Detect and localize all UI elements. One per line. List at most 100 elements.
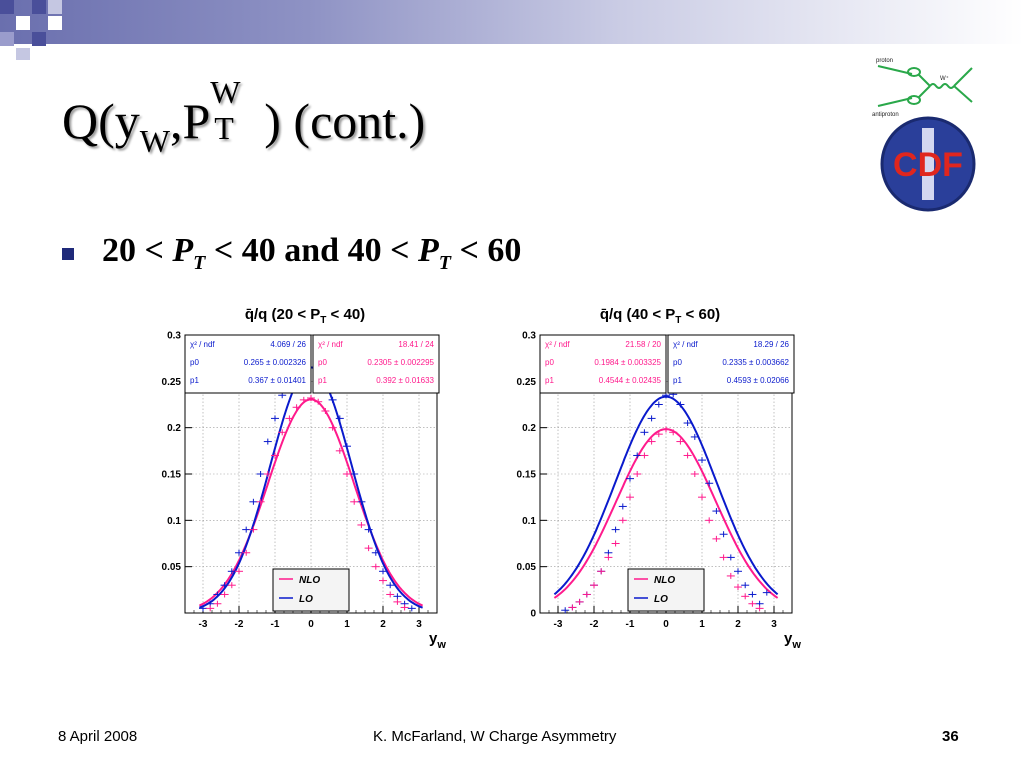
x-tick-label: -2 [235, 619, 244, 630]
x-tick-label: 3 [416, 619, 422, 630]
chart-right: q̄/q (40 < PT < 60) -3 -2 -1 0 1 2 3 0 0.05 0.1 0.1… [517, 306, 802, 651]
stats-p1-value: 0.367 ± 0.01401 [248, 376, 306, 385]
chart-title: q̄/q (20 < PT < 40) [245, 306, 365, 326]
stats-box-nlo [312, 334, 440, 394]
feynman-line [877, 65, 913, 75]
title-text: Q(y [62, 93, 140, 149]
footer-author: K. McFarland, W Charge Asymmetry [373, 728, 617, 745]
title-bar-gradient [0, 0, 1024, 44]
y-tick-label: 0.15 [517, 470, 537, 481]
stats-chi2-value: 21.58 / 20 [625, 340, 661, 349]
stats-chi2-value: 4.069 / 26 [270, 340, 306, 349]
stats-p1-label: p1 [673, 376, 682, 385]
legend-label-nlo: NLO [299, 575, 320, 586]
x-tick-label: 1 [699, 619, 705, 630]
page-number: 36 [942, 728, 959, 745]
cdf-text: CDF [893, 146, 963, 184]
x-tick-label: 0 [308, 619, 314, 630]
stats-p1-value: 0.392 ± 0.01633 [376, 376, 434, 385]
cdf-logo: proton antiproton W⁺ CDF [872, 54, 980, 212]
x-tick-label: 3 [771, 619, 777, 630]
x-tick-label: 0 [663, 619, 669, 630]
bullet-part: 20 < [102, 232, 173, 269]
stats-p1-label: p1 [318, 376, 327, 385]
legend-label-lo: LO [654, 594, 668, 605]
y-tick-label: 0.2 [522, 423, 536, 434]
x-tick-label: -1 [626, 619, 635, 630]
title-sep: ,P [169, 93, 211, 149]
stats-p0-label: p0 [545, 358, 554, 367]
corner-square-6 [0, 32, 14, 46]
feynman-line [953, 85, 973, 103]
chart-left: q̄/q (20 < PT < 40) -3 -2 -1 0 1 2 3 0.05 0.1 0.15… [162, 306, 447, 651]
corner-square-2 [32, 0, 46, 14]
corner-square-7 [16, 48, 30, 60]
x-tick-label: 2 [735, 619, 741, 630]
stats-chi2-value: 18.41 / 24 [398, 340, 434, 349]
feynman-diagram-bg [872, 54, 980, 120]
corner-square-1 [0, 0, 14, 14]
stats-chi2-label: χ² / ndf [190, 340, 215, 349]
x-tick-label: 1 [344, 619, 350, 630]
stats-box-lo [184, 334, 312, 394]
feynman-line [917, 73, 931, 87]
y-tick-label: 0.3 [167, 331, 181, 342]
bullet-square-icon [62, 248, 74, 260]
y-tick-label: 0.1 [522, 516, 536, 527]
stats-p0-label: p0 [318, 358, 327, 367]
title-sub-t: T [214, 110, 234, 146]
bullet-pt-sub: T [193, 251, 206, 274]
x-tick-label: -1 [271, 619, 280, 630]
x-tick-label: -2 [590, 619, 599, 630]
corner-square-4 [48, 16, 62, 30]
title-sup-w: W [210, 74, 241, 110]
y-tick-label: 0 [530, 609, 536, 620]
bullet-pt-sub: T [438, 251, 451, 274]
bullet-pt: PT [417, 232, 451, 274]
x-axis-label: yw [784, 630, 801, 651]
stats-p0-value: 0.265 ± 0.002326 [244, 358, 307, 367]
y-tick-label: 0.25 [517, 377, 537, 388]
stats-chi2-label: χ² / ndf [318, 340, 343, 349]
stats-p0-value: 0.2305 ± 0.002295 [367, 358, 434, 367]
bullet-part: < 60 [450, 232, 522, 269]
stats-p0-value: 0.2335 ± 0.003662 [722, 358, 789, 367]
legend-label-nlo: NLO [654, 575, 675, 586]
feynman-line [917, 85, 931, 99]
stats-chi2-label: χ² / ndf [545, 340, 570, 349]
stats-chi2-value: 18.29 / 26 [753, 340, 789, 349]
chart-title: q̄/q (40 < PT < 60) [600, 306, 720, 326]
x-tick-label: 2 [380, 619, 386, 630]
corner-square-3 [16, 16, 30, 30]
y-tick-label: 0.05 [517, 562, 537, 573]
x-axis-label: yw [429, 630, 446, 651]
stats-p1-value: 0.4593 ± 0.02066 [727, 376, 790, 385]
y-tick-label: 0.2 [167, 423, 181, 434]
stats-chi2-label: χ² / ndf [673, 340, 698, 349]
bullet-pt: PT [172, 232, 205, 274]
corner-square-8 [48, 0, 62, 14]
feynman-line [953, 67, 973, 87]
x-tick-label: -3 [554, 619, 563, 630]
legend-box [627, 568, 705, 612]
legend-box [272, 568, 350, 612]
stats-p1-label: p1 [545, 376, 554, 385]
antiproton-blob [907, 95, 921, 105]
w-label: W⁺ [940, 75, 949, 82]
bullet-text: 20 < PT < 40 and 40 < PT < 60 [102, 232, 521, 275]
stats-p1-value: 0.4544 ± 0.02435 [599, 376, 662, 385]
cdf-seal-ring [880, 116, 976, 212]
cdf-seal-bar [922, 128, 934, 200]
stats-box-lo [667, 334, 795, 394]
stats-p0-label: p0 [190, 358, 199, 367]
y-tick-label: 0.3 [522, 331, 536, 342]
legend-label-lo: LO [299, 594, 313, 605]
y-tick-label: 0.1 [167, 516, 181, 527]
y-tick-label: 0.15 [162, 470, 182, 481]
feynman-line [877, 97, 913, 107]
corner-square-5 [32, 32, 46, 46]
bullet-pt-letter: P [417, 232, 439, 269]
antiproton-label: antiproton [872, 112, 899, 118]
bullet-part: < 40 and 40 < [205, 232, 418, 269]
w-boson-wave [929, 83, 955, 89]
